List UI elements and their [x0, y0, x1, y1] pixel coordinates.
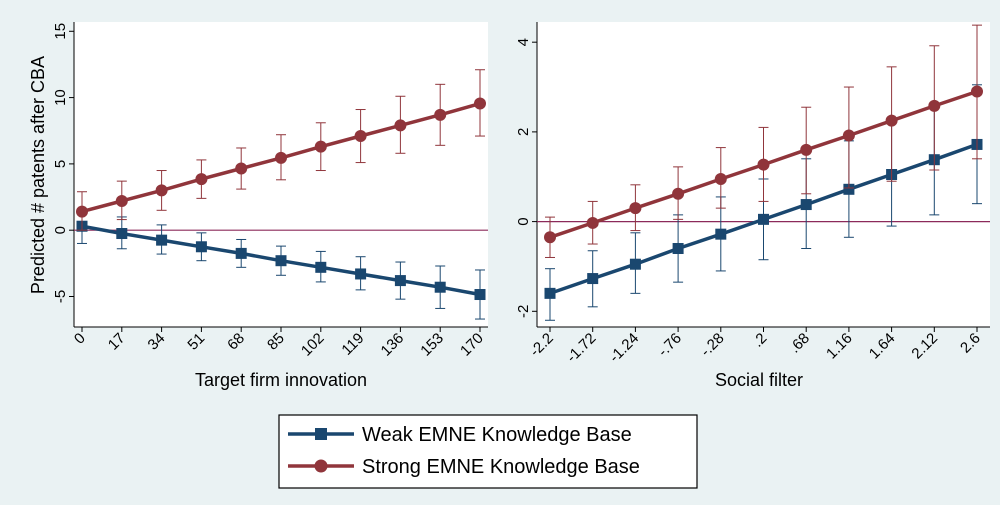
left-strong-point: [434, 108, 447, 121]
left-x-axis-label: Target firm innovation: [195, 370, 367, 390]
right-x-tick-label: -2.2: [527, 330, 557, 360]
legend-item-weak: Weak EMNE Knowledge Base: [288, 424, 632, 446]
right-weak-point: [758, 213, 769, 225]
left-x-tick-label: 102: [298, 330, 328, 360]
left-x-tick-label: 85: [264, 330, 288, 354]
right-y-tick-label: 4: [515, 38, 532, 46]
left-weak-point: [116, 228, 128, 240]
legend-weak-square-marker: [315, 428, 327, 440]
right-x-tick-label: .2: [749, 330, 770, 351]
left-weak-point: [156, 234, 168, 246]
left-x-tick-label: 17: [105, 330, 129, 354]
left-y-tick-label: 0: [52, 226, 69, 234]
left-strong-point: [76, 205, 88, 218]
left-y-tick-label: 10: [52, 89, 69, 106]
right-x-tick-label: 2.12: [908, 330, 941, 363]
right-weak-point: [672, 243, 684, 255]
right-weak-point: [587, 273, 599, 285]
left-weak-point: [275, 255, 287, 267]
left-strong-point: [474, 97, 486, 110]
left-strong-point: [235, 162, 248, 175]
left-strong-point: [115, 195, 128, 208]
right-x-tick-label: -.76: [655, 330, 685, 360]
left-strong-point: [354, 130, 367, 143]
right-strong-point: [714, 172, 727, 185]
left-weak-point: [355, 268, 367, 280]
right-strong-point: [800, 143, 813, 156]
right-strong-point: [971, 85, 983, 98]
right-strong-point: [629, 202, 642, 215]
right-x-tick-label: -1.72: [563, 330, 599, 366]
left-weak-point: [394, 275, 406, 287]
right-strong-point: [842, 129, 855, 142]
left-x-tick-label: 153: [417, 330, 447, 360]
right-y-tick-label: -2: [515, 305, 532, 318]
legend: Weak EMNE Knowledge Base Strong EMNE Kno…: [278, 414, 698, 489]
left-x-tick-label: 136: [378, 330, 408, 360]
left-y-axis-label: Predicted # patents after CBA: [28, 56, 48, 294]
right-x-axis-label: Social filter: [715, 370, 803, 390]
right-y-tick-label: 0: [515, 217, 532, 225]
left-x-tick-label: 170: [457, 330, 487, 360]
left-strong-point: [195, 173, 208, 186]
right-strong-point: [928, 99, 941, 112]
right-strong-point: [757, 158, 770, 171]
right-weak-point: [715, 228, 727, 240]
right-strong-point: [885, 114, 898, 127]
right-weak-point: [629, 258, 641, 270]
right-x-tick-label: 2.6: [957, 330, 984, 357]
right-x-tick-label: -1.24: [606, 330, 642, 366]
legend-box: [278, 414, 698, 489]
right-strong-point: [672, 187, 685, 200]
legend-weak-label: Weak EMNE Knowledge Base: [362, 424, 632, 446]
right-x-tick-label: .68: [786, 330, 813, 357]
left-strong-point: [314, 140, 327, 153]
right-panel: -2 0 2 4 -2.2 -1.72 -1.24 -.76 -.28 .2 .68 1.16 1.64…: [515, 22, 990, 390]
right-x-tick-label: -.28: [697, 330, 727, 360]
left-weak-point: [315, 261, 327, 273]
right-x-tick-label: 1.16: [823, 330, 856, 363]
left-strong-point: [275, 151, 287, 164]
left-x-tick-label: 51: [184, 330, 208, 354]
right-strong-point: [544, 231, 556, 244]
right-weak-point: [843, 183, 855, 195]
right-weak-point: [800, 199, 812, 211]
left-weak-point: [474, 289, 486, 301]
left-strong-point: [394, 119, 407, 132]
legend-item-strong: Strong EMNE Knowledge Base: [288, 456, 640, 478]
left-y-tick-label: 15: [52, 23, 69, 40]
right-weak-point: [544, 287, 556, 299]
right-y-tick-label: 2: [515, 128, 532, 136]
legend-strong-circle-marker: [314, 459, 328, 473]
left-weak-point: [195, 241, 207, 253]
left-panel: -5 0 5 10 15 0 17 34 51 68 85 102 119 136 153 170 Predi…: [28, 22, 488, 390]
left-weak-point: [235, 247, 247, 259]
left-strong-point: [155, 184, 168, 197]
left-x-tick-label: 119: [338, 330, 367, 359]
left-x-tick-label: 68: [224, 330, 248, 354]
left-x-tick-label: 34: [145, 330, 169, 354]
left-x-tick-label: 0: [71, 330, 89, 348]
left-y-tick-label: -5: [52, 290, 69, 303]
legend-strong-label: Strong EMNE Knowledge Base: [362, 456, 640, 478]
left-y-tick-label: 5: [52, 160, 69, 168]
right-strong-point: [586, 216, 599, 229]
right-x-tick-label: 1.64: [866, 330, 899, 363]
left-weak-point: [434, 281, 446, 293]
